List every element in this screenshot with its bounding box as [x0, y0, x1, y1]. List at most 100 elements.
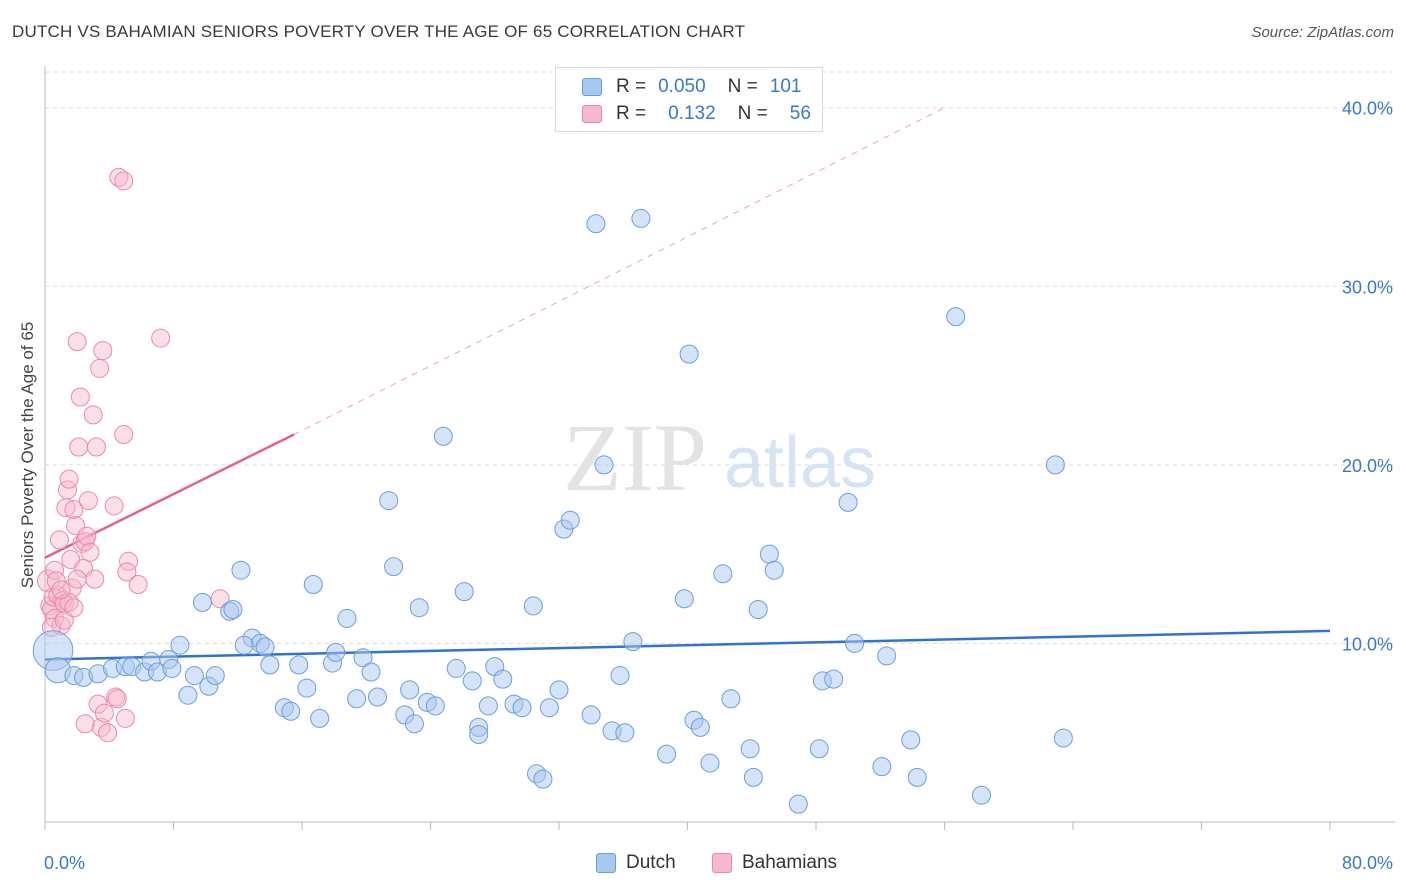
dutch-point	[433, 426, 453, 446]
dutch-point	[297, 678, 317, 698]
bahamian-point	[104, 496, 124, 516]
dutch-point	[845, 633, 865, 653]
bahamian-point	[69, 437, 89, 457]
watermark: ZIP atlas	[563, 404, 876, 511]
chart-title: DUTCH VS BAHAMIAN SENIORS POVERTY OVER T…	[12, 22, 746, 41]
dutch-trend-line	[44, 629, 1331, 661]
bahamian-point	[86, 437, 106, 457]
y-tick-label: 40.0%	[1342, 99, 1393, 119]
legend-n-label: N =	[727, 76, 758, 97]
dutch-point	[907, 767, 927, 787]
dutch-point	[586, 214, 606, 234]
bahamian-point	[59, 469, 79, 489]
dutch-point	[721, 689, 741, 709]
dutch-point	[700, 753, 720, 773]
dutch-point	[223, 600, 243, 619]
dutch-point	[740, 739, 760, 759]
watermark-zip: ZIP	[563, 404, 707, 511]
dutch-point	[347, 689, 367, 709]
bahamian-point	[83, 405, 103, 425]
dutch-point	[367, 687, 387, 707]
dutch-point	[824, 669, 844, 689]
dutch-point	[469, 725, 489, 744]
legend-n-value: 101	[769, 76, 802, 97]
dutch-point	[679, 344, 699, 364]
dutch-point	[326, 642, 346, 662]
bahamian-point	[70, 387, 90, 407]
legend-row-bahamians: R = 0.132 N = 56	[582, 102, 811, 126]
tick-labels: 10.0% 20.0% 30.0% 40.0% 0.0% 80.0%	[44, 99, 1393, 873]
y-tick-label: 10.0%	[1342, 634, 1393, 654]
bahamian-point	[64, 500, 84, 519]
bahamian-point	[117, 562, 137, 582]
bahamian-point	[151, 328, 171, 348]
bahamian-point	[54, 610, 74, 630]
dutch-point	[748, 600, 768, 619]
dutch-point	[409, 598, 429, 618]
dutch-point	[610, 666, 630, 686]
dutch-point	[234, 635, 254, 655]
x-tick-label: 0.0%	[44, 853, 85, 873]
dutch-point	[478, 696, 498, 716]
bahamian-point	[64, 598, 84, 618]
dutch-point	[379, 491, 399, 511]
dutch-point	[205, 666, 225, 686]
bahamian-swatch	[712, 853, 732, 873]
dutch-point	[454, 582, 474, 602]
dutch-points	[32, 208, 1073, 814]
dutch-point	[872, 757, 892, 777]
dutch-point	[788, 794, 808, 814]
dutch-point	[170, 635, 190, 655]
dutch-point	[764, 560, 784, 580]
dutch-point	[361, 662, 381, 682]
y-tick-label: 30.0%	[1342, 277, 1393, 297]
bahamian-point	[67, 332, 87, 352]
bahamian-point	[115, 708, 135, 728]
bahamian-point	[49, 530, 69, 550]
legend-bahamians-label: Bahamians	[742, 852, 838, 873]
x-tick-label: 80.0%	[1342, 853, 1393, 873]
legend-item-bahamians: Bahamians	[712, 852, 837, 874]
trend-lines	[44, 107, 1331, 661]
bahamian-point	[77, 526, 97, 546]
dutch-point	[384, 557, 404, 577]
dutch-swatch	[596, 853, 616, 873]
bahamian-point	[67, 569, 87, 589]
bahamian-points	[36, 167, 230, 743]
dutch-point	[713, 564, 733, 584]
bahamian-point	[80, 542, 100, 562]
y-tick-label: 20.0%	[1342, 456, 1393, 476]
dutch-point	[549, 680, 569, 700]
series-legend: Dutch Bahamians	[0, 852, 1406, 878]
dutch-point	[838, 492, 858, 512]
dutch-point	[631, 208, 651, 228]
dutch-point	[303, 575, 323, 594]
dutch-point	[901, 730, 921, 750]
dutch-point	[971, 785, 991, 805]
dutch-point	[743, 767, 763, 787]
dutch-point	[462, 671, 482, 691]
bahamian-point	[114, 425, 134, 444]
axes	[44, 66, 1395, 830]
bahamian-point	[98, 723, 118, 743]
dutch-point	[404, 714, 424, 734]
dutch-point	[425, 696, 445, 716]
legend-r-label: R =	[616, 103, 647, 124]
bahamian-point	[78, 491, 98, 511]
legend-dutch-label: Dutch	[626, 852, 676, 873]
bahamian-point	[85, 569, 105, 589]
bahamian-trend-line	[44, 433, 295, 559]
bahamian-point	[46, 571, 66, 591]
dutch-point	[289, 655, 309, 675]
dutch-point	[690, 717, 710, 737]
dutch-point	[184, 666, 204, 686]
dutch-point	[353, 648, 373, 668]
dutch-point	[162, 658, 182, 678]
source-label: Source: ZipAtlas.com	[1251, 24, 1394, 41]
dutch-point	[539, 698, 559, 718]
dutch-point	[1045, 455, 1065, 475]
watermark-atlas: atlas	[724, 423, 876, 503]
legend-n-value: 56	[789, 103, 811, 124]
dutch-point	[260, 655, 280, 675]
